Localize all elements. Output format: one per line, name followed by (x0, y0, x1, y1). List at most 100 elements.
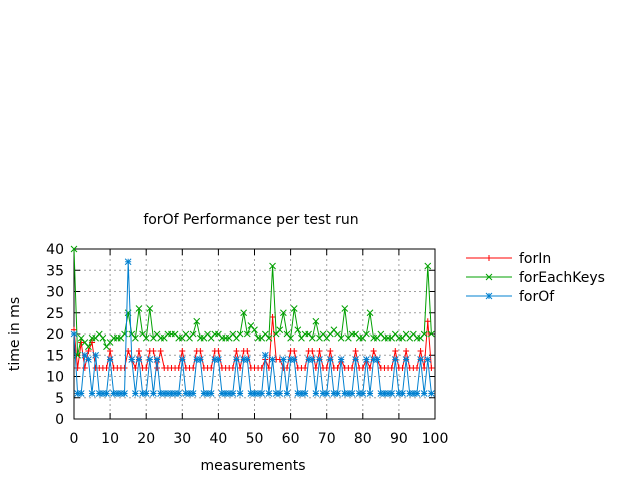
data-point-for-in (107, 348, 114, 354)
data-point-for-of (258, 390, 266, 397)
x-axis-ticks: 0 10 20 30 40 50 60 70 80 90 100 (70, 249, 449, 447)
legend-label: forOf (519, 289, 555, 305)
data-point-for-in (103, 365, 110, 371)
x-tick-label: 100 (422, 431, 449, 447)
x-tick-label: 40 (209, 431, 227, 447)
data-point-for-each-keys (85, 343, 92, 351)
data-point-for-of (402, 356, 410, 363)
data-point-for-in (392, 348, 399, 354)
data-point-for-in (417, 348, 424, 354)
data-point-for-in (85, 348, 92, 354)
y-tick-label: 10 (46, 370, 64, 386)
legend: forIn forEachKeys forOf (466, 251, 605, 305)
legend-entry-for-in: forIn (466, 251, 551, 267)
data-point-for-in (154, 365, 161, 371)
x-tick-label: 0 (70, 431, 79, 447)
data-point-for-in (175, 365, 182, 371)
y-tick-label: 35 (46, 263, 64, 279)
data-point-for-of (366, 390, 374, 397)
data-point-for-of (424, 356, 432, 363)
data-point-for-in (302, 365, 309, 371)
x-axis-label: measurements (201, 458, 306, 474)
data-point-for-of (121, 390, 128, 397)
data-point-for-of (175, 390, 183, 397)
data-point-for-each-keys (132, 334, 139, 342)
data-point-for-in (81, 365, 88, 371)
data-point-for-of (265, 390, 273, 397)
data-point-for-of (373, 356, 381, 363)
data-point-for-of (352, 356, 359, 363)
data-point-for-in (399, 365, 406, 371)
data-point-for-of (334, 390, 341, 397)
data-point-for-each-keys (189, 330, 197, 338)
data-point-for-each-keys (287, 334, 294, 342)
data-point-for-in (229, 365, 236, 371)
data-point-for-in (367, 365, 374, 371)
legend-label: forIn (519, 251, 551, 267)
data-point-for-in (157, 348, 164, 354)
data-point-for-of (316, 356, 323, 363)
y-tick-label: 5 (55, 391, 64, 407)
data-point-for-of (283, 390, 291, 397)
data-point-for-in (150, 348, 157, 354)
legend-entry-for-each-keys: forEachKeys (466, 270, 605, 286)
data-point-for-of (124, 258, 132, 266)
data-point-for-of (215, 356, 222, 363)
data-point-for-in (323, 365, 330, 371)
data-point-for-in (413, 365, 420, 371)
data-point-for-in (388, 365, 395, 371)
data-point-for-of (280, 356, 287, 363)
data-point-for-in (316, 348, 323, 354)
data-point-for-of (391, 356, 399, 363)
data-point-for-each-keys (290, 305, 298, 312)
data-point-for-in (312, 365, 319, 371)
data-point-for-of (146, 356, 154, 363)
data-point-for-each-keys (265, 334, 273, 342)
data-point-for-each-keys (363, 330, 370, 338)
x-tick-label: 70 (318, 431, 336, 447)
data-point-for-of (142, 390, 150, 397)
data-point-for-each-keys (146, 305, 154, 312)
y-tick-label: 25 (46, 306, 64, 322)
data-point-for-of (178, 356, 186, 363)
data-point-for-of (92, 351, 100, 359)
data-point-for-each-keys (135, 305, 143, 312)
data-point-for-of (269, 356, 276, 363)
data-point-for-of (388, 390, 396, 397)
y-tick-label: 30 (46, 285, 64, 301)
data-point-for-in (237, 365, 244, 371)
data-point-for-in (190, 365, 197, 371)
y-tick-label: 20 (46, 327, 64, 343)
data-point-for-in (269, 314, 276, 320)
legend-marker (486, 255, 492, 261)
data-point-for-of (77, 390, 85, 397)
data-point-for-in (421, 365, 428, 371)
data-point-for-each-keys (243, 330, 251, 338)
data-point-for-of (236, 390, 244, 397)
data-point-for-of (326, 356, 334, 363)
data-point-for-of (417, 356, 424, 363)
data-point-for-of (88, 390, 96, 397)
data-point-for-of (153, 356, 161, 363)
x-tick-label: 10 (101, 431, 119, 447)
data-point-for-in (208, 365, 215, 371)
data-point-for-each-keys (193, 317, 201, 325)
data-point-for-in (359, 365, 366, 371)
data-point-for-of (290, 356, 298, 363)
data-point-for-each-keys (366, 309, 374, 317)
data-point-for-of (85, 356, 92, 363)
data-point-for-in (403, 348, 410, 354)
data-point-for-in (132, 365, 139, 371)
data-point-for-of (276, 390, 284, 397)
y-tick-label: 40 (46, 242, 64, 258)
data-point-for-of (243, 356, 251, 363)
data-point-for-each-keys (99, 334, 107, 342)
data-point-for-each-keys (70, 245, 78, 253)
data-point-for-each-keys (420, 330, 428, 338)
x-tick-label: 50 (246, 431, 264, 447)
y-axis-label: time in ms (7, 297, 23, 371)
data-point-for-of (308, 356, 316, 363)
data-point-for-each-keys (337, 334, 345, 342)
data-point-for-of (128, 356, 136, 363)
data-point-for-in (348, 365, 355, 371)
